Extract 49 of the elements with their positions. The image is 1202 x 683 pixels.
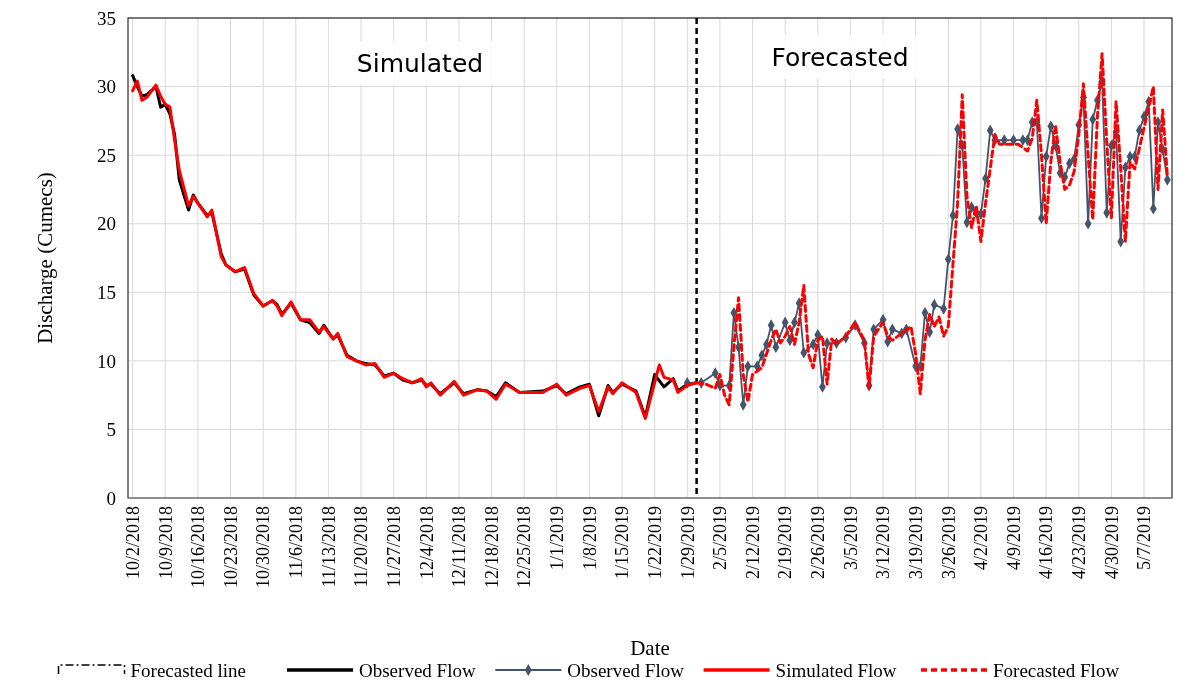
y-tick-label: 10	[97, 350, 116, 372]
legend-label: Simulated Flow	[775, 659, 897, 681]
x-tick-label: 4/9/2019	[1003, 506, 1024, 571]
x-tick-label: 5/7/2019	[1134, 506, 1155, 571]
x-tick-label: 3/5/2019	[840, 506, 861, 571]
x-tick-label: 12/11/2018	[449, 506, 470, 588]
x-tick-label: 2/5/2019	[710, 506, 731, 571]
x-tick-label: 11/20/2018	[351, 506, 372, 588]
legend-label: Observed Flow	[359, 659, 476, 681]
x-tick-label: 11/6/2018	[286, 506, 307, 579]
x-tick-label: 1/1/2019	[547, 506, 568, 571]
y-axis-title: Discharge (Cumecs)	[33, 172, 57, 344]
x-tick-label: 3/19/2019	[905, 506, 926, 580]
y-tick-label: 30	[97, 76, 116, 98]
x-tick-label: 4/30/2019	[1101, 506, 1122, 580]
x-tick-label: 11/13/2018	[318, 506, 339, 588]
x-tick-label: 12/18/2018	[481, 506, 502, 589]
x-tick-label: 10/16/2018	[188, 506, 209, 589]
annotation: Simulated	[356, 48, 484, 78]
x-tick-label: 10/30/2018	[253, 506, 274, 589]
y-tick-label: 5	[106, 419, 116, 441]
y-tick-label: 25	[97, 144, 116, 166]
legend-label: Forecasted Flow	[993, 659, 1120, 681]
x-tick-label: 1/29/2019	[677, 506, 698, 580]
x-axis-title: Date	[630, 636, 670, 660]
y-tick-label: 0	[106, 487, 116, 509]
y-tick-label: 35	[97, 7, 116, 29]
x-tick-label: 10/23/2018	[220, 506, 241, 589]
y-tick-label: 15	[97, 281, 116, 303]
legend-label: Forecasted line	[130, 659, 247, 681]
x-tick-label: 4/2/2019	[971, 506, 992, 571]
x-tick-label: 2/19/2019	[775, 506, 796, 580]
x-tick-label: 3/12/2019	[873, 506, 894, 580]
x-tick-label: 2/12/2019	[742, 506, 763, 580]
x-tick-label: 10/2/2018	[122, 506, 143, 580]
x-tick-label: 2/26/2019	[808, 506, 829, 580]
x-tick-label: 1/15/2019	[612, 506, 633, 580]
annotation: Forecasted	[771, 42, 909, 72]
x-tick-label: 1/8/2019	[579, 506, 600, 571]
x-tick-label: 12/25/2018	[514, 506, 535, 589]
y-tick-label: 20	[97, 213, 116, 235]
x-tick-label: 1/22/2019	[644, 506, 665, 580]
x-tick-label: 4/16/2019	[1036, 506, 1057, 580]
x-tick-label: 10/9/2018	[155, 506, 176, 580]
x-tick-label: 12/4/2018	[416, 506, 437, 580]
legend-label: Observed Flow	[567, 659, 685, 681]
x-tick-label: 4/23/2019	[1069, 506, 1090, 580]
x-tick-label: 3/26/2019	[938, 506, 959, 580]
x-tick-label: 11/27/2018	[383, 506, 404, 588]
